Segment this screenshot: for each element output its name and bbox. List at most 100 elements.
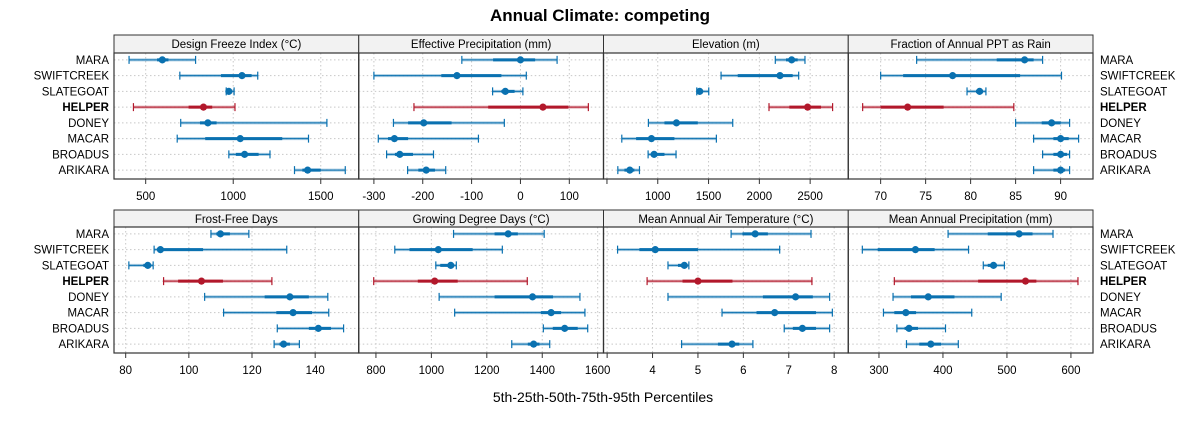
median-point bbox=[216, 230, 225, 238]
row-label-left-slategoat: SLATEGOAT bbox=[42, 260, 109, 272]
x-tick-label: 500 bbox=[136, 191, 155, 203]
median-point bbox=[225, 87, 233, 95]
x-tick-label: 100 bbox=[560, 191, 579, 203]
interval-helper bbox=[132, 103, 236, 112]
median-point bbox=[1015, 230, 1023, 238]
median-point bbox=[197, 277, 206, 285]
interval-macar bbox=[882, 308, 973, 317]
row-label-left-doney: DONEY bbox=[68, 118, 109, 130]
interval-macar bbox=[176, 134, 310, 143]
interval-macar bbox=[721, 308, 833, 317]
median-point bbox=[651, 246, 659, 254]
interval-broadus bbox=[896, 324, 947, 333]
interval-arikara bbox=[407, 166, 447, 175]
interval-arikara bbox=[1033, 166, 1071, 175]
x-tick-label: 1500 bbox=[308, 191, 334, 203]
median-point bbox=[804, 103, 812, 111]
interval-helper bbox=[413, 103, 589, 112]
row-label-left-swiftcreek: SWIFTCREEK bbox=[34, 71, 110, 83]
median-point bbox=[304, 166, 312, 174]
x-axis-label: 5th-25th-50th-75th-95th Percentiles bbox=[493, 389, 713, 405]
panel-frame bbox=[113, 52, 360, 180]
interval-helper bbox=[646, 277, 813, 286]
x-tick-label: 1500 bbox=[696, 191, 722, 203]
x-tick-label: 100 bbox=[179, 365, 198, 377]
x-tick-label: -200 bbox=[411, 191, 434, 203]
interval-broadus bbox=[783, 324, 831, 333]
interval-mara bbox=[947, 229, 1054, 238]
interval-broadus bbox=[1042, 150, 1071, 159]
x-tick-label: 0 bbox=[517, 191, 523, 203]
panel-title: Frost-Free Days bbox=[195, 214, 278, 226]
x-tick-label: 800 bbox=[366, 365, 385, 377]
x-tick-label: 2500 bbox=[797, 191, 823, 203]
row-label-left-doney: DONEY bbox=[68, 292, 109, 304]
interval-helper bbox=[373, 277, 528, 286]
row-label-right-slategoat: SLATEGOAT bbox=[1100, 260, 1167, 272]
x-tick-label: 120 bbox=[242, 365, 261, 377]
interval-macar bbox=[621, 134, 717, 143]
row-label-right-helper: HELPER bbox=[1100, 102, 1147, 114]
interval-slategoat bbox=[435, 261, 457, 270]
median-point bbox=[279, 340, 288, 348]
interval-slategoat bbox=[982, 261, 1005, 270]
interval-doney bbox=[438, 292, 581, 301]
interval-arikara bbox=[905, 340, 959, 349]
row-label-left-macar: MACAR bbox=[67, 134, 109, 146]
interval-helper bbox=[893, 277, 1079, 286]
median-point bbox=[672, 119, 681, 127]
median-point bbox=[204, 119, 212, 127]
x-tick-label: -300 bbox=[362, 191, 385, 203]
row-label-right-mara: MARA bbox=[1100, 229, 1134, 241]
median-point bbox=[238, 72, 246, 80]
interval-swiftcreek bbox=[394, 245, 503, 254]
interval-swiftcreek bbox=[861, 245, 970, 254]
median-point bbox=[447, 261, 455, 269]
x-tick-label: 7 bbox=[786, 365, 792, 377]
median-point bbox=[1048, 119, 1056, 127]
median-point bbox=[949, 72, 957, 80]
interval-broadus bbox=[647, 150, 677, 159]
row-label-right-arikara: ARIKARA bbox=[1100, 165, 1151, 177]
median-point bbox=[1021, 277, 1030, 285]
median-point bbox=[976, 87, 984, 95]
row-label-left-arikara: ARIKARA bbox=[59, 339, 110, 351]
median-point bbox=[1021, 56, 1029, 64]
median-point bbox=[241, 150, 249, 158]
median-point bbox=[453, 72, 461, 80]
median-point bbox=[728, 340, 736, 348]
median-point bbox=[905, 324, 913, 332]
interval-macar bbox=[222, 308, 330, 317]
panel-title: Fraction of Annual PPT as Rain bbox=[891, 39, 1051, 51]
median-point bbox=[751, 230, 759, 238]
row-label-right-macar: MACAR bbox=[1100, 308, 1142, 320]
median-point bbox=[434, 246, 442, 254]
interval-doney bbox=[392, 118, 505, 127]
panel-frame bbox=[113, 226, 360, 354]
interval-mara bbox=[730, 229, 812, 238]
x-tick-label: 4 bbox=[649, 365, 656, 377]
interval-arikara bbox=[273, 340, 300, 349]
x-tick-label: 80 bbox=[119, 365, 132, 377]
interval-swiftcreek bbox=[720, 71, 800, 80]
x-tick-label: 6 bbox=[740, 365, 746, 377]
median-point bbox=[696, 87, 704, 95]
interval-slategoat bbox=[966, 87, 987, 96]
x-tick-label: 1400 bbox=[529, 365, 555, 377]
median-point bbox=[236, 135, 244, 143]
median-point bbox=[771, 309, 779, 317]
median-point bbox=[286, 293, 294, 301]
row-label-left-slategoat: SLATEGOAT bbox=[42, 86, 109, 98]
interval-broadus bbox=[385, 150, 435, 159]
row-label-left-helper: HELPER bbox=[62, 102, 109, 114]
interval-mara bbox=[452, 229, 545, 238]
panels: Design Freeze Index (°C)500 1000 1500Effec… bbox=[34, 34, 1176, 377]
interval-mara bbox=[210, 229, 250, 238]
panel-frame bbox=[602, 52, 849, 180]
interval-helper bbox=[862, 103, 1015, 112]
median-point bbox=[650, 150, 658, 158]
median-point bbox=[528, 293, 537, 301]
interval-arikara bbox=[511, 340, 551, 349]
median-point bbox=[902, 309, 910, 317]
